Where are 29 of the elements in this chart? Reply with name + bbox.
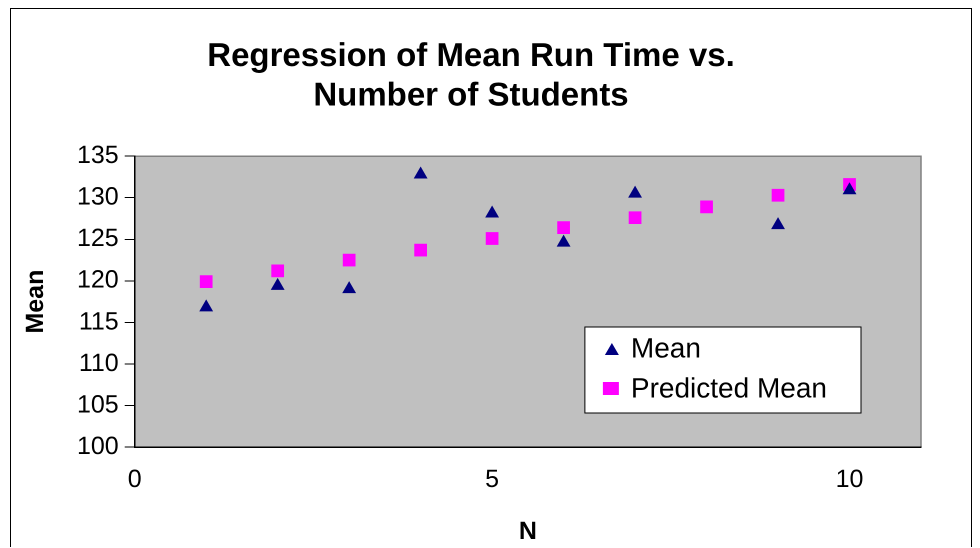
point bbox=[199, 299, 214, 312]
y-tick-label: 125 bbox=[76, 224, 119, 252]
point bbox=[414, 244, 427, 256]
point bbox=[556, 234, 571, 247]
y-tick-label: 110 bbox=[78, 348, 119, 377]
point bbox=[700, 200, 713, 214]
legend-label: Mean bbox=[630, 332, 701, 364]
point bbox=[342, 254, 356, 266]
y-tick-label: 135 bbox=[76, 141, 119, 170]
x-tick-label: 5 bbox=[485, 464, 500, 493]
legend-label: Predicted Mean bbox=[630, 372, 827, 404]
chart-title: Regression of Mean Run Time vs. Number of Students bbox=[207, 36, 735, 112]
point bbox=[628, 211, 642, 224]
y-tick-label: 100 bbox=[76, 432, 119, 460]
x-tick-label: 10 bbox=[836, 464, 864, 493]
y-axis-title: Mean bbox=[20, 270, 49, 334]
y-tick-label: 105 bbox=[76, 390, 119, 418]
point bbox=[557, 221, 570, 234]
y-tick-label: 120 bbox=[76, 266, 119, 294]
y-tick-label: 115 bbox=[78, 307, 119, 336]
x-axis-title: N bbox=[518, 516, 537, 545]
point bbox=[342, 281, 356, 294]
x-tick-label: 0 bbox=[128, 464, 142, 493]
point bbox=[271, 264, 284, 278]
y-tick-label: 130 bbox=[76, 182, 119, 211]
point bbox=[772, 188, 784, 202]
point bbox=[270, 278, 285, 290]
point bbox=[486, 232, 498, 245]
point bbox=[200, 275, 213, 288]
